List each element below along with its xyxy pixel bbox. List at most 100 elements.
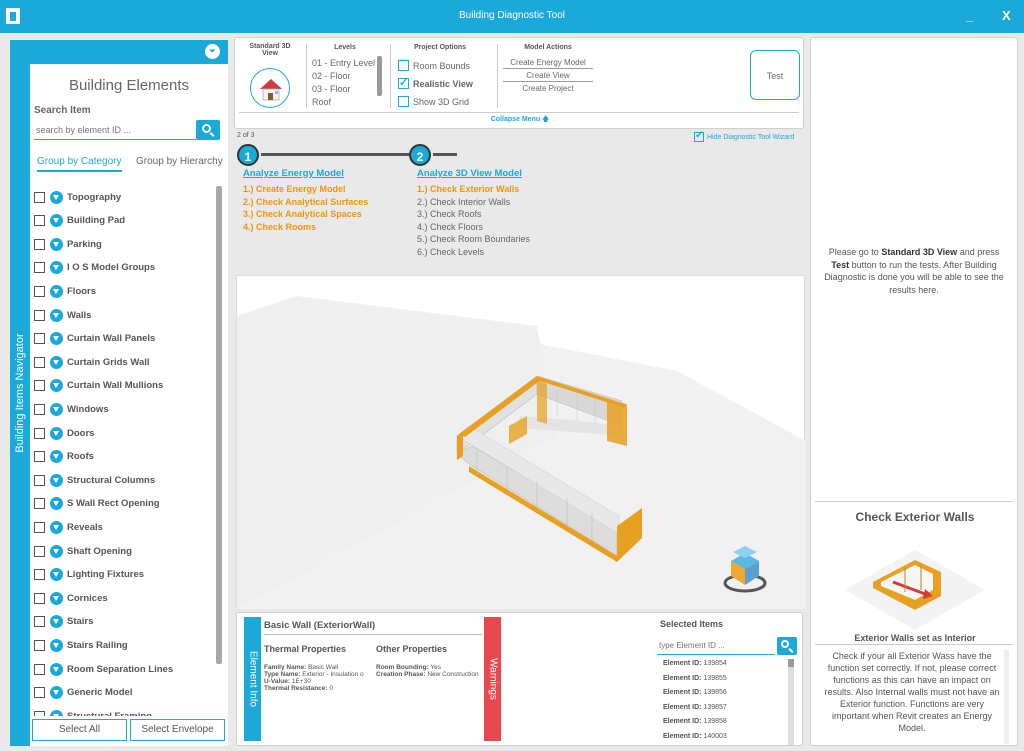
expand-icon[interactable] [50, 308, 63, 322]
step-2-title[interactable]: Analyze 3D View Model [417, 168, 522, 179]
category-item[interactable]: Reveals [34, 518, 103, 536]
view-cube-icon[interactable] [723, 546, 767, 593]
expand-icon[interactable] [50, 473, 63, 487]
expand-icon[interactable] [50, 284, 63, 298]
show-3d-grid-checkbox[interactable] [398, 96, 409, 107]
building-model-view[interactable] [237, 276, 806, 609]
category-checkbox[interactable] [34, 403, 45, 415]
expand-icon[interactable] [50, 591, 63, 605]
wizard-step-item[interactable]: 4.) Check Rooms [243, 221, 317, 232]
category-item[interactable]: Roofs [34, 448, 94, 466]
category-checkbox[interactable] [34, 592, 45, 604]
category-item[interactable]: Lighting Fixtures [34, 566, 144, 584]
step-1-indicator[interactable]: 1 [237, 144, 259, 166]
expand-icon[interactable] [50, 662, 63, 676]
category-item[interactable]: Building Pad [34, 212, 125, 230]
selected-item[interactable]: Element ID: 139856 [663, 689, 727, 697]
wizard-step-item[interactable]: 1.) Check Exterior Walls [417, 184, 520, 194]
wizard-step-item[interactable]: 3.) Check Roofs [417, 209, 482, 220]
levels-scrollbar[interactable] [377, 56, 382, 96]
expand-icon[interactable] [50, 190, 63, 204]
category-checkbox[interactable] [34, 687, 45, 699]
expand-icon[interactable] [50, 450, 63, 464]
filter-icon[interactable]: ⏷ [205, 44, 220, 59]
expand-icon[interactable] [50, 638, 63, 652]
selected-item[interactable]: Element ID: 140003 [663, 733, 727, 740]
selected-item[interactable]: Element ID: 139854 [663, 660, 727, 667]
category-checkbox[interactable] [34, 451, 45, 463]
wizard-step-item[interactable]: 3.) Check Analytical Spaces [243, 209, 362, 220]
create-view-button[interactable]: Create View [503, 71, 593, 82]
category-item[interactable]: Cornices [34, 589, 108, 607]
category-item[interactable]: Doors [34, 424, 94, 442]
expand-icon[interactable] [50, 686, 63, 700]
category-item[interactable]: Curtain Grids Wall [34, 353, 150, 371]
category-item[interactable]: Structural Framing [34, 707, 152, 716]
wizard-step-item[interactable]: 2.) Check Analytical Surfaces [243, 196, 369, 207]
category-item[interactable]: Parking [34, 235, 102, 253]
create-energy-model-button[interactable]: Create Energy Model [503, 58, 593, 69]
wizard-step-item[interactable]: 6.) Check Levels [417, 247, 485, 257]
standard-3d-view-button[interactable] [250, 68, 290, 108]
close-button[interactable]: X [1002, 8, 1011, 23]
category-checkbox[interactable] [34, 663, 45, 675]
category-checkbox[interactable] [34, 309, 45, 321]
level-item[interactable]: 03 - Floor [312, 84, 351, 94]
category-checkbox[interactable] [34, 191, 45, 203]
category-checkbox[interactable] [34, 427, 45, 439]
wizard-step-item[interactable]: 4.) Check Floors [417, 221, 484, 232]
expand-icon[interactable] [50, 402, 63, 416]
expand-icon[interactable] [50, 355, 63, 369]
select-envelope-button[interactable]: Select Envelope [130, 719, 225, 741]
category-checkbox[interactable] [34, 356, 45, 368]
expand-icon[interactable] [50, 261, 63, 275]
category-item[interactable]: Room Separation Lines [34, 660, 173, 678]
element-id-search-input[interactable] [657, 637, 775, 655]
search-button[interactable] [196, 120, 220, 140]
category-item[interactable]: S Wall Rect Opening [34, 495, 160, 513]
element-info-tab[interactable]: Element Info [244, 617, 261, 741]
category-item[interactable]: Windows [34, 400, 109, 418]
tab-group-by-category[interactable]: Group by Category [37, 156, 122, 172]
collapse-menu-button[interactable]: Collapse Menu 🡅 [490, 116, 550, 123]
category-item[interactable]: Floors [34, 282, 96, 300]
expand-icon[interactable] [50, 214, 63, 228]
category-checkbox[interactable] [34, 545, 45, 557]
test-button[interactable]: Test [750, 50, 800, 100]
navigator-tab[interactable]: Building Items Navigator [10, 40, 30, 746]
category-checkbox[interactable] [34, 238, 45, 250]
category-scrollbar[interactable] [216, 186, 222, 664]
create-project-button[interactable]: Create Project [522, 84, 574, 93]
minimize-button[interactable]: _ [966, 8, 974, 23]
category-checkbox[interactable] [34, 262, 45, 274]
selected-item[interactable]: Element ID: 139858 [663, 718, 727, 726]
level-item[interactable]: 02 - Floor [312, 71, 351, 81]
category-checkbox[interactable] [34, 616, 45, 628]
select-all-button[interactable]: Select All [32, 719, 127, 741]
category-checkbox[interactable] [34, 215, 45, 227]
category-item[interactable]: Structural Columns [34, 471, 155, 489]
category-checkbox[interactable] [34, 521, 45, 533]
category-checkbox[interactable] [34, 710, 45, 716]
expand-icon[interactable] [50, 568, 63, 582]
selected-items-scrollbar[interactable] [788, 659, 794, 745]
level-item[interactable]: 01 - Entry Level [312, 58, 376, 68]
3d-viewport[interactable] [236, 275, 806, 609]
category-checkbox[interactable] [34, 285, 45, 297]
description-scrollbar[interactable] [1004, 650, 1009, 744]
option-room-bounds[interactable]: Room Bounds [398, 60, 470, 71]
wizard-step-item[interactable]: 1.) Create Energy Model [243, 184, 346, 194]
selected-item[interactable]: Element ID: 139857 [663, 703, 727, 711]
category-checkbox[interactable] [34, 498, 45, 510]
room-bounds-checkbox[interactable] [398, 60, 409, 71]
expand-icon[interactable] [50, 332, 63, 346]
category-checkbox[interactable] [34, 380, 45, 392]
category-item[interactable]: Curtain Wall Panels [34, 330, 155, 348]
warnings-tab[interactable]: Warnings [484, 617, 501, 741]
wizard-step-item[interactable]: 2.) Check Interior Walls [417, 196, 511, 207]
category-checkbox[interactable] [34, 639, 45, 651]
expand-icon[interactable] [50, 615, 63, 629]
expand-icon[interactable] [50, 426, 63, 440]
wizard-step-item[interactable]: 5.) Check Room Boundaries [417, 234, 531, 245]
category-item[interactable]: Curtain Wall Mullions [34, 377, 163, 395]
